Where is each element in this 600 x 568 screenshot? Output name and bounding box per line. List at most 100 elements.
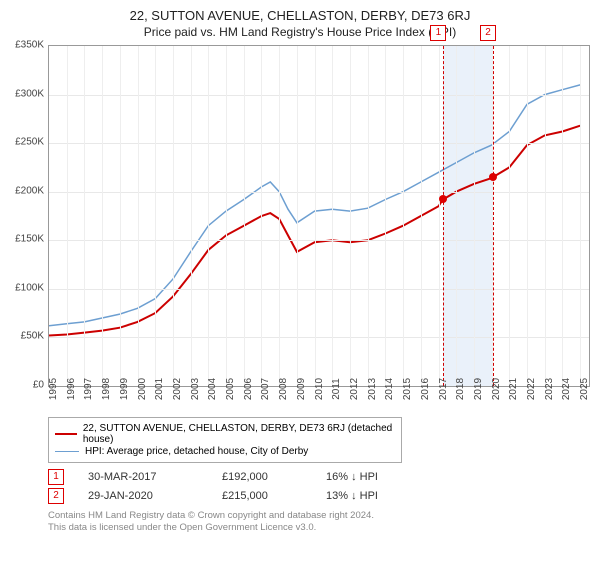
x-axis-label: 2024 [561, 378, 572, 400]
gridline-v [509, 46, 510, 386]
gridline-v [439, 46, 440, 386]
gridline-h [49, 143, 589, 144]
x-axis-label: 2002 [172, 378, 183, 400]
gridline-v [562, 46, 563, 386]
x-axis-label: 2013 [367, 378, 378, 400]
x-axis-label: 2018 [455, 378, 466, 400]
x-axis-label: 2012 [349, 378, 360, 400]
gridline-v [297, 46, 298, 386]
x-axis-label: 2023 [544, 378, 555, 400]
y-axis-label: £200K [4, 185, 44, 196]
sale-price: £192,000 [222, 471, 302, 483]
sales-table: 130-MAR-2017£192,00016% ↓ HPI229-JAN-202… [48, 469, 600, 504]
sale-date: 29-JAN-2020 [88, 490, 198, 502]
gridline-v [208, 46, 209, 386]
x-axis-label: 2007 [260, 378, 271, 400]
gridline-v [315, 46, 316, 386]
sale-marker-box: 2 [480, 25, 496, 41]
legend-label: 22, SUTTON AVENUE, CHELLASTON, DERBY, DE… [83, 423, 395, 445]
x-axis-label: 2022 [526, 378, 537, 400]
x-axis-label: 2000 [137, 378, 148, 400]
gridline-v [368, 46, 369, 386]
sale-marker-box: 1 [430, 25, 446, 41]
gridline-v [191, 46, 192, 386]
x-axis-label: 2016 [420, 378, 431, 400]
y-axis-label: £300K [4, 88, 44, 99]
x-axis-label: 2010 [314, 378, 325, 400]
sale-diff: 16% ↓ HPI [326, 471, 416, 483]
x-axis-label: 2015 [402, 378, 413, 400]
x-axis-label: 2008 [278, 378, 289, 400]
y-axis-label: £50K [4, 331, 44, 342]
sale-vline [443, 46, 444, 386]
plot-area [48, 45, 590, 387]
x-axis-label: 2014 [384, 378, 395, 400]
x-axis-label: 2006 [243, 378, 254, 400]
legend-swatch [55, 433, 77, 435]
gridline-v [67, 46, 68, 386]
x-axis-label: 2009 [296, 378, 307, 400]
footer-line-2: This data is licensed under the Open Gov… [48, 522, 600, 534]
x-axis-label: 2005 [225, 378, 236, 400]
sale-diff: 13% ↓ HPI [326, 490, 416, 502]
gridline-v [102, 46, 103, 386]
gridline-v [350, 46, 351, 386]
sale-num-box: 1 [48, 469, 64, 485]
line-svg [49, 46, 589, 386]
sale-date: 30-MAR-2017 [88, 471, 198, 483]
chart-subtitle: Price paid vs. HM Land Registry's House … [0, 25, 600, 39]
y-axis-label: £0 [4, 380, 44, 391]
legend: 22, SUTTON AVENUE, CHELLASTON, DERBY, DE… [48, 417, 402, 463]
gridline-h [49, 337, 589, 338]
x-axis-label: 2011 [331, 378, 342, 400]
x-axis-label: 2019 [473, 378, 484, 400]
y-axis-label: £350K [4, 40, 44, 51]
gridline-v [421, 46, 422, 386]
gridline-v [120, 46, 121, 386]
gridline-v [385, 46, 386, 386]
x-axis-label: 2021 [508, 378, 519, 400]
sale-row: 1 30-MAR-2017 £192,000 16% ↓ HPI [48, 469, 600, 485]
gridline-v [580, 46, 581, 386]
x-axis-label: 2003 [190, 378, 201, 400]
x-axis-label: 1995 [48, 378, 59, 400]
x-axis-label: 1999 [119, 378, 130, 400]
sale-vline [493, 46, 494, 386]
gridline-v [332, 46, 333, 386]
gridline-v [261, 46, 262, 386]
sale-marker-dot [439, 195, 447, 203]
gridline-v [279, 46, 280, 386]
gridline-v [527, 46, 528, 386]
gridline-v [226, 46, 227, 386]
gridline-h [49, 240, 589, 241]
gridline-h [49, 289, 589, 290]
legend-swatch [55, 451, 79, 452]
gridline-h [49, 192, 589, 193]
chart-area: £0£50K£100K£150K£200K£250K£300K£350K1995… [38, 45, 598, 415]
sale-row: 229-JAN-2020£215,00013% ↓ HPI [48, 488, 600, 504]
legend-item: 22, SUTTON AVENUE, CHELLASTON, DERBY, DE… [55, 423, 395, 445]
x-axis-label: 2004 [207, 378, 218, 400]
footer-line-1: Contains HM Land Registry data © Crown c… [48, 510, 600, 522]
legend-label: HPI: Average price, detached house, City… [85, 446, 308, 457]
gridline-v [138, 46, 139, 386]
gridline-v [173, 46, 174, 386]
legend-item: HPI: Average price, detached house, City… [55, 446, 395, 457]
gridline-v [155, 46, 156, 386]
sale-price: £215,000 [222, 490, 302, 502]
gridline-v [456, 46, 457, 386]
x-axis-label: 2001 [154, 378, 165, 400]
gridline-v [84, 46, 85, 386]
x-axis-label: 2020 [491, 378, 502, 400]
y-axis-label: £100K [4, 282, 44, 293]
y-axis-label: £150K [4, 234, 44, 245]
gridline-v [545, 46, 546, 386]
x-axis-label: 2025 [579, 378, 590, 400]
x-axis-label: 1997 [83, 378, 94, 400]
footer-attribution: Contains HM Land Registry data © Crown c… [48, 510, 600, 535]
x-axis-label: 1998 [101, 378, 112, 400]
chart-title: 22, SUTTON AVENUE, CHELLASTON, DERBY, DE… [0, 8, 600, 23]
gridline-h [49, 95, 589, 96]
gridline-v [474, 46, 475, 386]
gridline-v [244, 46, 245, 386]
